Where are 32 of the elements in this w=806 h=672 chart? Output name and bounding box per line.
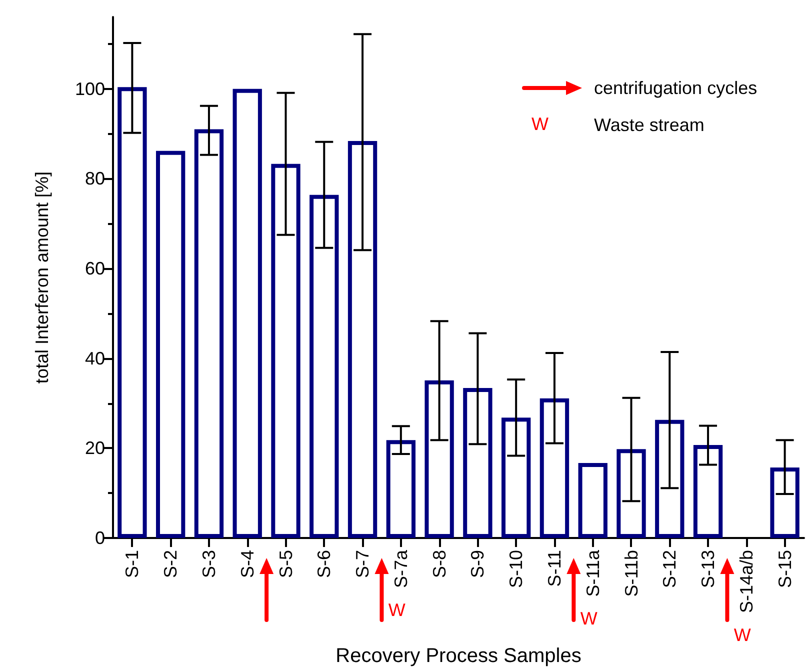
text: W [580, 608, 598, 629]
annotation: centrifugation cycles [594, 78, 758, 98]
y-tick-label: 40 [84, 348, 105, 368]
x-tick-label: S-1 [122, 550, 142, 578]
x-tick-label: S-8 [429, 550, 450, 578]
x-tick-label: S-3 [198, 550, 219, 578]
y-tick-label: 20 [84, 438, 105, 458]
x-tick-label: S-14a/b [736, 550, 756, 614]
x-tick-label: S-4 [237, 550, 258, 578]
x-tick-label: S-7 [352, 550, 373, 578]
x-tick-label: S-11 [544, 550, 564, 587]
x-tick-label: S-10 [506, 550, 526, 588]
annotation: W [532, 114, 548, 134]
text: W [734, 625, 751, 646]
x-tick-label: S-11b [621, 550, 642, 597]
annotation: Waste stream [594, 115, 704, 135]
x-axis-title: Recovery Process Samples [336, 645, 582, 667]
x-tick-label: S-15 [774, 550, 795, 588]
y-tick-label: 80 [84, 168, 105, 189]
y-tick-label: 100 [74, 78, 105, 99]
x-tick-label: S-11a [582, 549, 603, 597]
x-tick-label: S-5 [276, 550, 296, 578]
y-axis-title: total Interferon amount [%] [32, 171, 52, 384]
x-tick-label: S-13 [698, 550, 718, 588]
x-tick-label: S-7a [390, 549, 411, 588]
x-tick-label: S-2 [160, 550, 181, 578]
x-tick-label: S-9 [468, 550, 488, 578]
x-tick-label: S-6 [314, 550, 334, 578]
y-tick-label: 60 [84, 258, 105, 279]
x-tick-label: S-12 [660, 550, 680, 588]
text: W [388, 600, 406, 620]
y-tick-label: 0 [94, 528, 105, 548]
